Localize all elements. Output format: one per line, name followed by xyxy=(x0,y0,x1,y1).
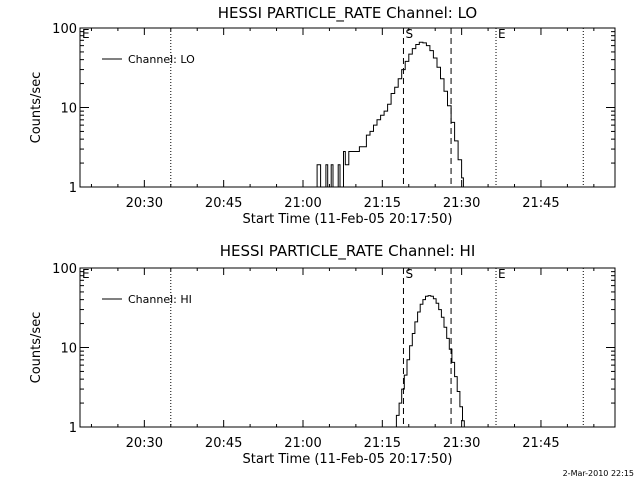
chart-panel-lo: HESSI PARTICLE_RATE Channel: LO Start Tim… xyxy=(29,4,616,227)
plot-frame xyxy=(79,267,616,428)
chart-panel-hi: HESSI PARTICLE_RATE Channel: HI Start Tim… xyxy=(29,242,616,467)
legend-label: Channel: LO xyxy=(128,53,195,66)
plot-frame xyxy=(79,27,616,188)
time-marker-label: E xyxy=(498,27,506,41)
time-marker-label: E xyxy=(498,267,506,281)
x-tick-label: 20:30 xyxy=(126,196,163,211)
y-axis-label: Counts/sec xyxy=(29,312,44,384)
y-tick-label: 1 xyxy=(69,421,77,436)
time-marker-label: S xyxy=(405,267,413,281)
time-marker-label: S xyxy=(405,27,413,41)
chart-title: HESSI PARTICLE_RATE Channel: HI xyxy=(220,242,476,261)
y-tick-label: 10 xyxy=(60,102,77,117)
time-marker-label: E xyxy=(82,267,90,281)
x-axis-label: Start Time (11-Feb-05 20:17:50) xyxy=(243,452,453,467)
series-line xyxy=(315,41,464,188)
legend-label: Channel: HI xyxy=(128,293,192,306)
x-tick-label: 21:45 xyxy=(522,436,559,451)
y-tick-label: 100 xyxy=(52,262,77,277)
x-tick-label: 21:45 xyxy=(522,196,559,211)
y-tick-label: 10 xyxy=(60,342,77,357)
x-tick-label: 21:30 xyxy=(443,196,480,211)
x-tick-label: 21:00 xyxy=(284,436,321,451)
x-tick-label: 20:30 xyxy=(126,436,163,451)
x-tick-label: 21:15 xyxy=(364,436,401,451)
series-line xyxy=(393,295,465,428)
x-tick-label: 21:00 xyxy=(284,196,321,211)
x-axis-label: Start Time (11-Feb-05 20:17:50) xyxy=(243,212,453,227)
x-tick-label: 20:45 xyxy=(205,436,242,451)
y-tick-label: 100 xyxy=(52,22,77,37)
y-tick-label: 1 xyxy=(69,181,77,196)
time-marker-label: E xyxy=(82,27,90,41)
print-timestamp: 2-Mar-2010 22:15 xyxy=(562,469,634,478)
chart-title: HESSI PARTICLE_RATE Channel: LO xyxy=(218,4,477,23)
x-tick-label: 21:30 xyxy=(443,436,480,451)
x-tick-label: 21:15 xyxy=(364,196,401,211)
y-axis-label: Counts/sec xyxy=(29,72,44,144)
x-tick-label: 20:45 xyxy=(205,196,242,211)
